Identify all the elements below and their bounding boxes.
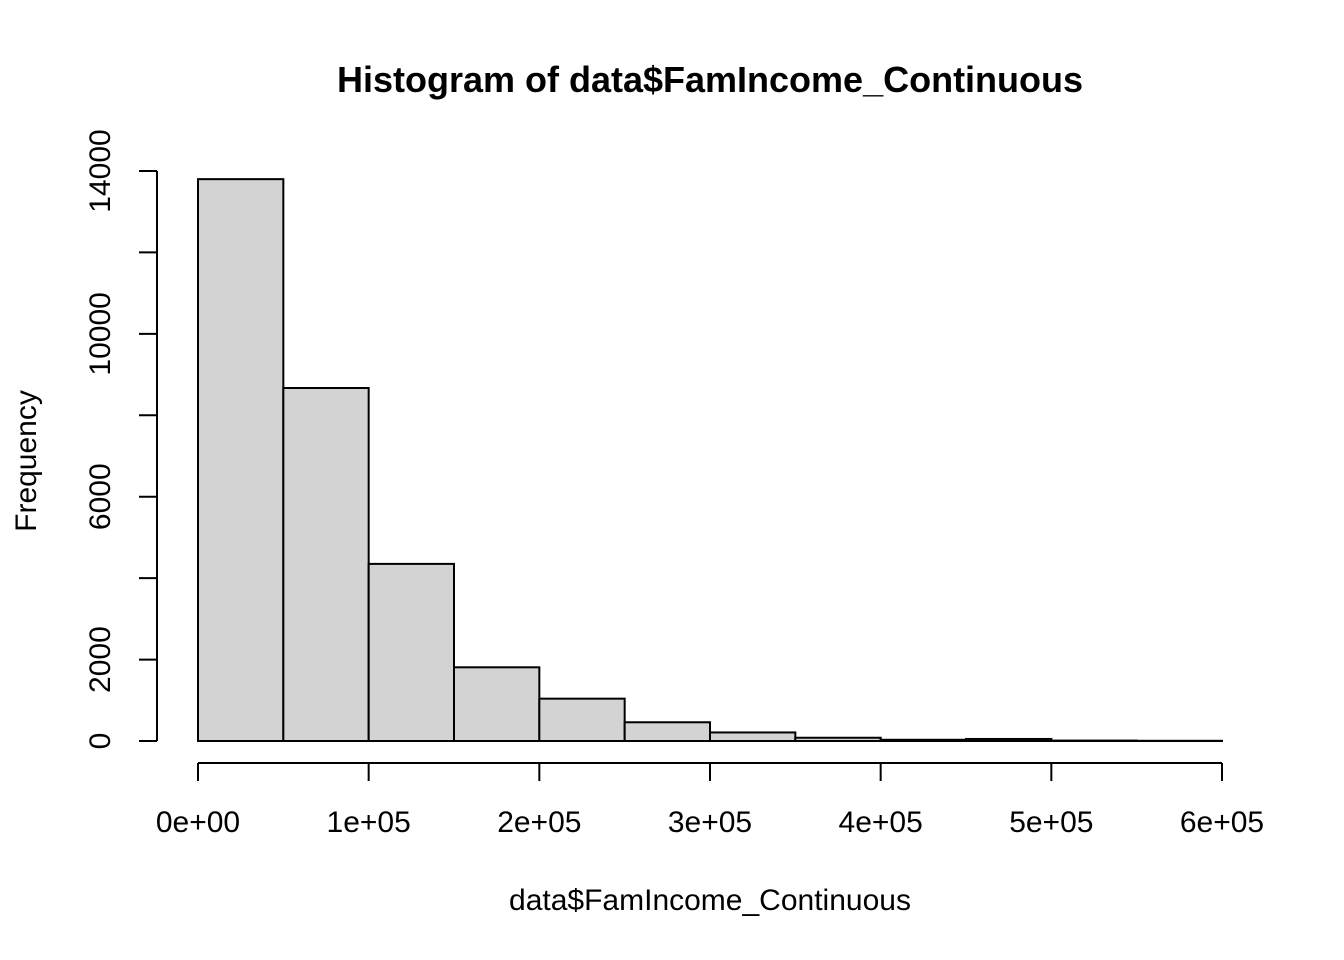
y-axis: 0 2000 6000 10000 14000 — [84, 129, 158, 750]
histogram-bar — [709, 731, 797, 743]
x-tick-label: 2e+05 — [497, 806, 581, 839]
y-tick-label: 0 — [84, 733, 117, 750]
y-tick-label: 2000 — [84, 626, 117, 693]
x-axis: 0e+00 1e+05 2e+05 3e+05 4e+05 5e+05 6e+05 — [156, 762, 1264, 839]
histogram-bar — [965, 737, 1053, 743]
bars-group — [197, 178, 1223, 743]
chart-title: Histogram of data$FamIncome_Continuous — [337, 59, 1083, 100]
x-axis-label: data$FamIncome_Continuous — [509, 884, 911, 917]
histogram-bar — [282, 387, 370, 742]
histogram-bar — [794, 736, 882, 743]
histogram-bar — [367, 562, 455, 743]
histogram-bar — [453, 666, 541, 742]
x-tick-label: 5e+05 — [1009, 806, 1093, 839]
x-tick-label: 4e+05 — [839, 806, 923, 839]
x-tick-label: 3e+05 — [668, 806, 752, 839]
x-tick-label: 1e+05 — [327, 806, 411, 839]
histogram-bar — [197, 178, 285, 742]
x-tick-label: 0e+00 — [156, 806, 240, 839]
y-tick-label: 14000 — [84, 129, 117, 212]
histogram-bar — [538, 697, 626, 743]
histogram-bar — [623, 721, 712, 742]
y-axis-label: Frequency — [10, 390, 43, 532]
y-tick-label: 10000 — [84, 292, 117, 375]
x-tick-label: 6e+05 — [1180, 806, 1264, 839]
histogram-bar — [879, 738, 968, 742]
y-tick-label: 6000 — [84, 463, 117, 530]
